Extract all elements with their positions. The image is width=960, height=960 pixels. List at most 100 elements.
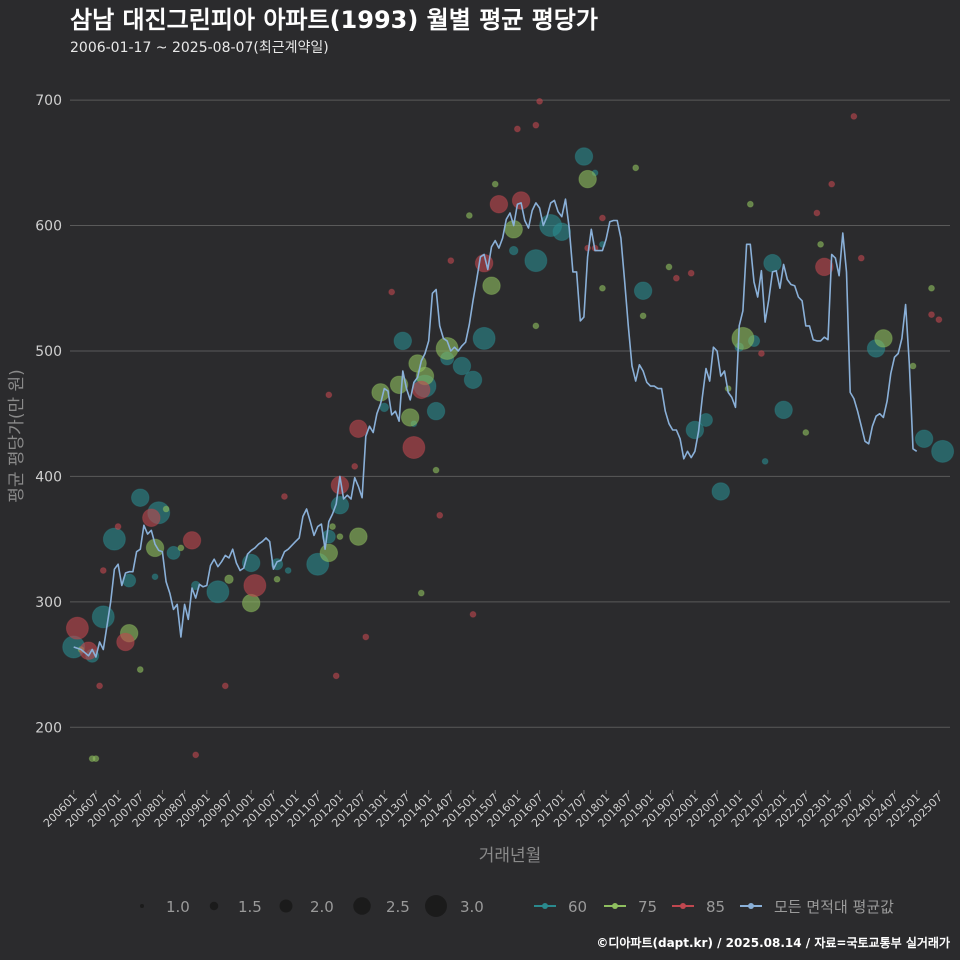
data-point-75	[371, 383, 390, 402]
data-point-60	[284, 567, 292, 574]
color-legend-label: 75	[638, 898, 657, 916]
data-point-60	[379, 402, 390, 413]
data-point-75	[145, 538, 165, 558]
data-point-60	[452, 356, 472, 376]
x-axis-ticks: 2006012006072007012007072008012008072009…	[41, 790, 945, 830]
data-point-85	[221, 682, 229, 690]
data-point-85	[447, 257, 455, 265]
data-point-60	[508, 245, 519, 256]
data-point-75	[349, 527, 368, 546]
data-point-60	[711, 482, 731, 501]
data-point-75	[417, 589, 425, 597]
data-point-60	[524, 249, 548, 273]
data-point-60	[761, 457, 769, 465]
data-point-75	[319, 543, 339, 563]
data-point-60	[206, 580, 230, 604]
size-legend-label: 2.0	[310, 898, 334, 916]
data-point-75	[336, 533, 344, 541]
data-point-75	[731, 326, 755, 350]
data-point-75	[177, 544, 185, 552]
color-legend-dot	[748, 903, 754, 909]
data-point-85	[687, 269, 695, 277]
size-legend-swatch	[209, 901, 219, 911]
data-point-85	[828, 180, 836, 188]
data-point-85	[672, 274, 680, 282]
data-point-85	[758, 350, 765, 357]
data-point-60	[774, 400, 793, 420]
data-point-85	[857, 254, 865, 262]
data-point-85	[935, 316, 943, 324]
color-legend-label: 모든 면적대 평균값	[774, 898, 894, 916]
data-point-75	[665, 263, 673, 271]
data-point-75	[329, 523, 336, 530]
data-point-85	[99, 567, 107, 574]
data-point-60	[393, 331, 413, 351]
data-point-60	[151, 573, 159, 581]
data-point-60	[463, 370, 483, 390]
data-point-85	[536, 97, 543, 105]
size-legend-swatch	[425, 895, 447, 917]
caption: ©디아파트(dapt.kr) / 2025.08.14 / 자료=국토교통부 실…	[596, 935, 950, 950]
y-tick-label: 300	[35, 595, 62, 611]
data-point-85	[243, 574, 267, 598]
data-point-75	[400, 408, 420, 427]
data-point-75	[817, 240, 824, 248]
average-line-group	[73, 198, 918, 658]
data-point-75	[928, 284, 935, 292]
data-point-60	[330, 496, 350, 515]
color-legend-label: 85	[706, 898, 725, 916]
data-point-75	[599, 284, 606, 292]
average-line	[73, 198, 918, 658]
data-point-85	[281, 493, 288, 500]
data-point-60	[131, 488, 150, 507]
size-legend-swatch	[140, 904, 144, 908]
size-legend-label: 3.0	[460, 898, 484, 916]
data-point-85	[325, 391, 333, 399]
data-point-85	[182, 531, 202, 550]
data-point-60	[698, 412, 713, 427]
y-tick-label: 600	[35, 219, 62, 235]
y-tick-label: 700	[35, 93, 62, 109]
chart-subtitle: 2006-01-17 ~ 2025-08-07(최근계약일)	[70, 40, 329, 56]
scatter-points	[62, 97, 955, 763]
data-point-85	[65, 616, 89, 640]
chart-title: 삼남 대진그린피아 아파트(1993) 월별 평균 평당가	[70, 6, 598, 34]
data-point-75	[578, 169, 597, 189]
data-point-85	[813, 209, 821, 217]
data-point-75	[639, 312, 647, 320]
data-point-75	[802, 429, 810, 436]
data-point-75	[465, 212, 473, 219]
data-point-60	[763, 253, 782, 273]
data-point-75	[746, 200, 754, 208]
data-point-75	[136, 666, 144, 673]
data-point-85	[351, 462, 359, 470]
data-point-85	[362, 633, 370, 641]
data-point-85	[532, 121, 540, 129]
data-point-75	[273, 575, 281, 583]
data-point-85	[469, 610, 477, 618]
y-tick-label: 200	[35, 720, 62, 736]
y-axis-ticks: 200 300 400 500 600 700	[35, 93, 62, 736]
data-point-85	[114, 523, 122, 530]
data-point-60	[166, 545, 181, 560]
data-point-85	[332, 672, 340, 680]
data-point-85	[402, 436, 426, 460]
data-point-60	[633, 281, 653, 301]
data-point-75	[92, 755, 100, 763]
data-point-60	[426, 401, 446, 421]
y-tick-label: 400	[35, 469, 62, 485]
data-point-75	[482, 276, 501, 295]
color-legend-dot	[680, 903, 686, 909]
data-point-85	[349, 419, 368, 438]
data-point-75	[874, 329, 893, 348]
data-point-75	[162, 505, 170, 513]
data-point-85	[412, 380, 431, 400]
gridlines	[70, 99, 950, 728]
data-point-75	[224, 574, 234, 585]
data-point-60	[574, 147, 594, 166]
data-point-75	[632, 164, 640, 172]
size-legend-label: 2.5	[386, 898, 410, 916]
data-point-75	[909, 362, 917, 370]
color-legend-label: 60	[568, 898, 587, 916]
